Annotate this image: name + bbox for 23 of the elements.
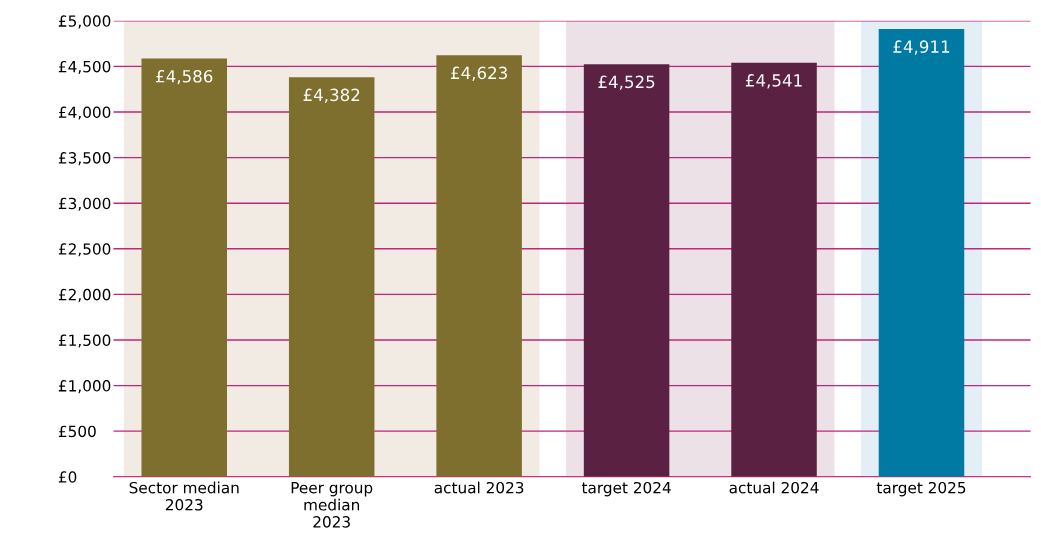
y-tick-label: £1,500 bbox=[58, 334, 111, 348]
data-label: £4,911 bbox=[893, 40, 950, 55]
x-tick-label: actual 2024 bbox=[729, 481, 819, 494]
y-tick-label: £3,500 bbox=[58, 152, 111, 166]
x-tick-label: actual 2023 bbox=[434, 481, 524, 494]
x-tick-label: target 2024 bbox=[581, 481, 671, 497]
y-tick-label: £1,000 bbox=[58, 380, 111, 394]
x-tick-label: Sector median 2023 bbox=[129, 481, 239, 511]
y-tick-label: £4,000 bbox=[58, 106, 111, 120]
x-tick-label: Peer group median 2023 bbox=[291, 482, 373, 528]
y-tick-label: £5,000 bbox=[58, 15, 111, 29]
y-tick-label: £2,500 bbox=[58, 243, 111, 257]
data-label: £4,382 bbox=[303, 88, 360, 103]
y-tick-label: £0 bbox=[58, 471, 77, 483]
y-tick-label: £4,500 bbox=[58, 60, 111, 74]
y-tick-label: £500 bbox=[58, 425, 96, 438]
y-tick-label: £3,000 bbox=[58, 197, 111, 211]
y-tick-label: £2,000 bbox=[58, 288, 111, 302]
data-label: £4,525 bbox=[598, 75, 655, 90]
data-label: £4,541 bbox=[745, 74, 802, 89]
data-label: £4,586 bbox=[156, 69, 213, 85]
data-label: £4,623 bbox=[451, 66, 507, 81]
x-tick-label: target 2025 bbox=[876, 481, 966, 497]
